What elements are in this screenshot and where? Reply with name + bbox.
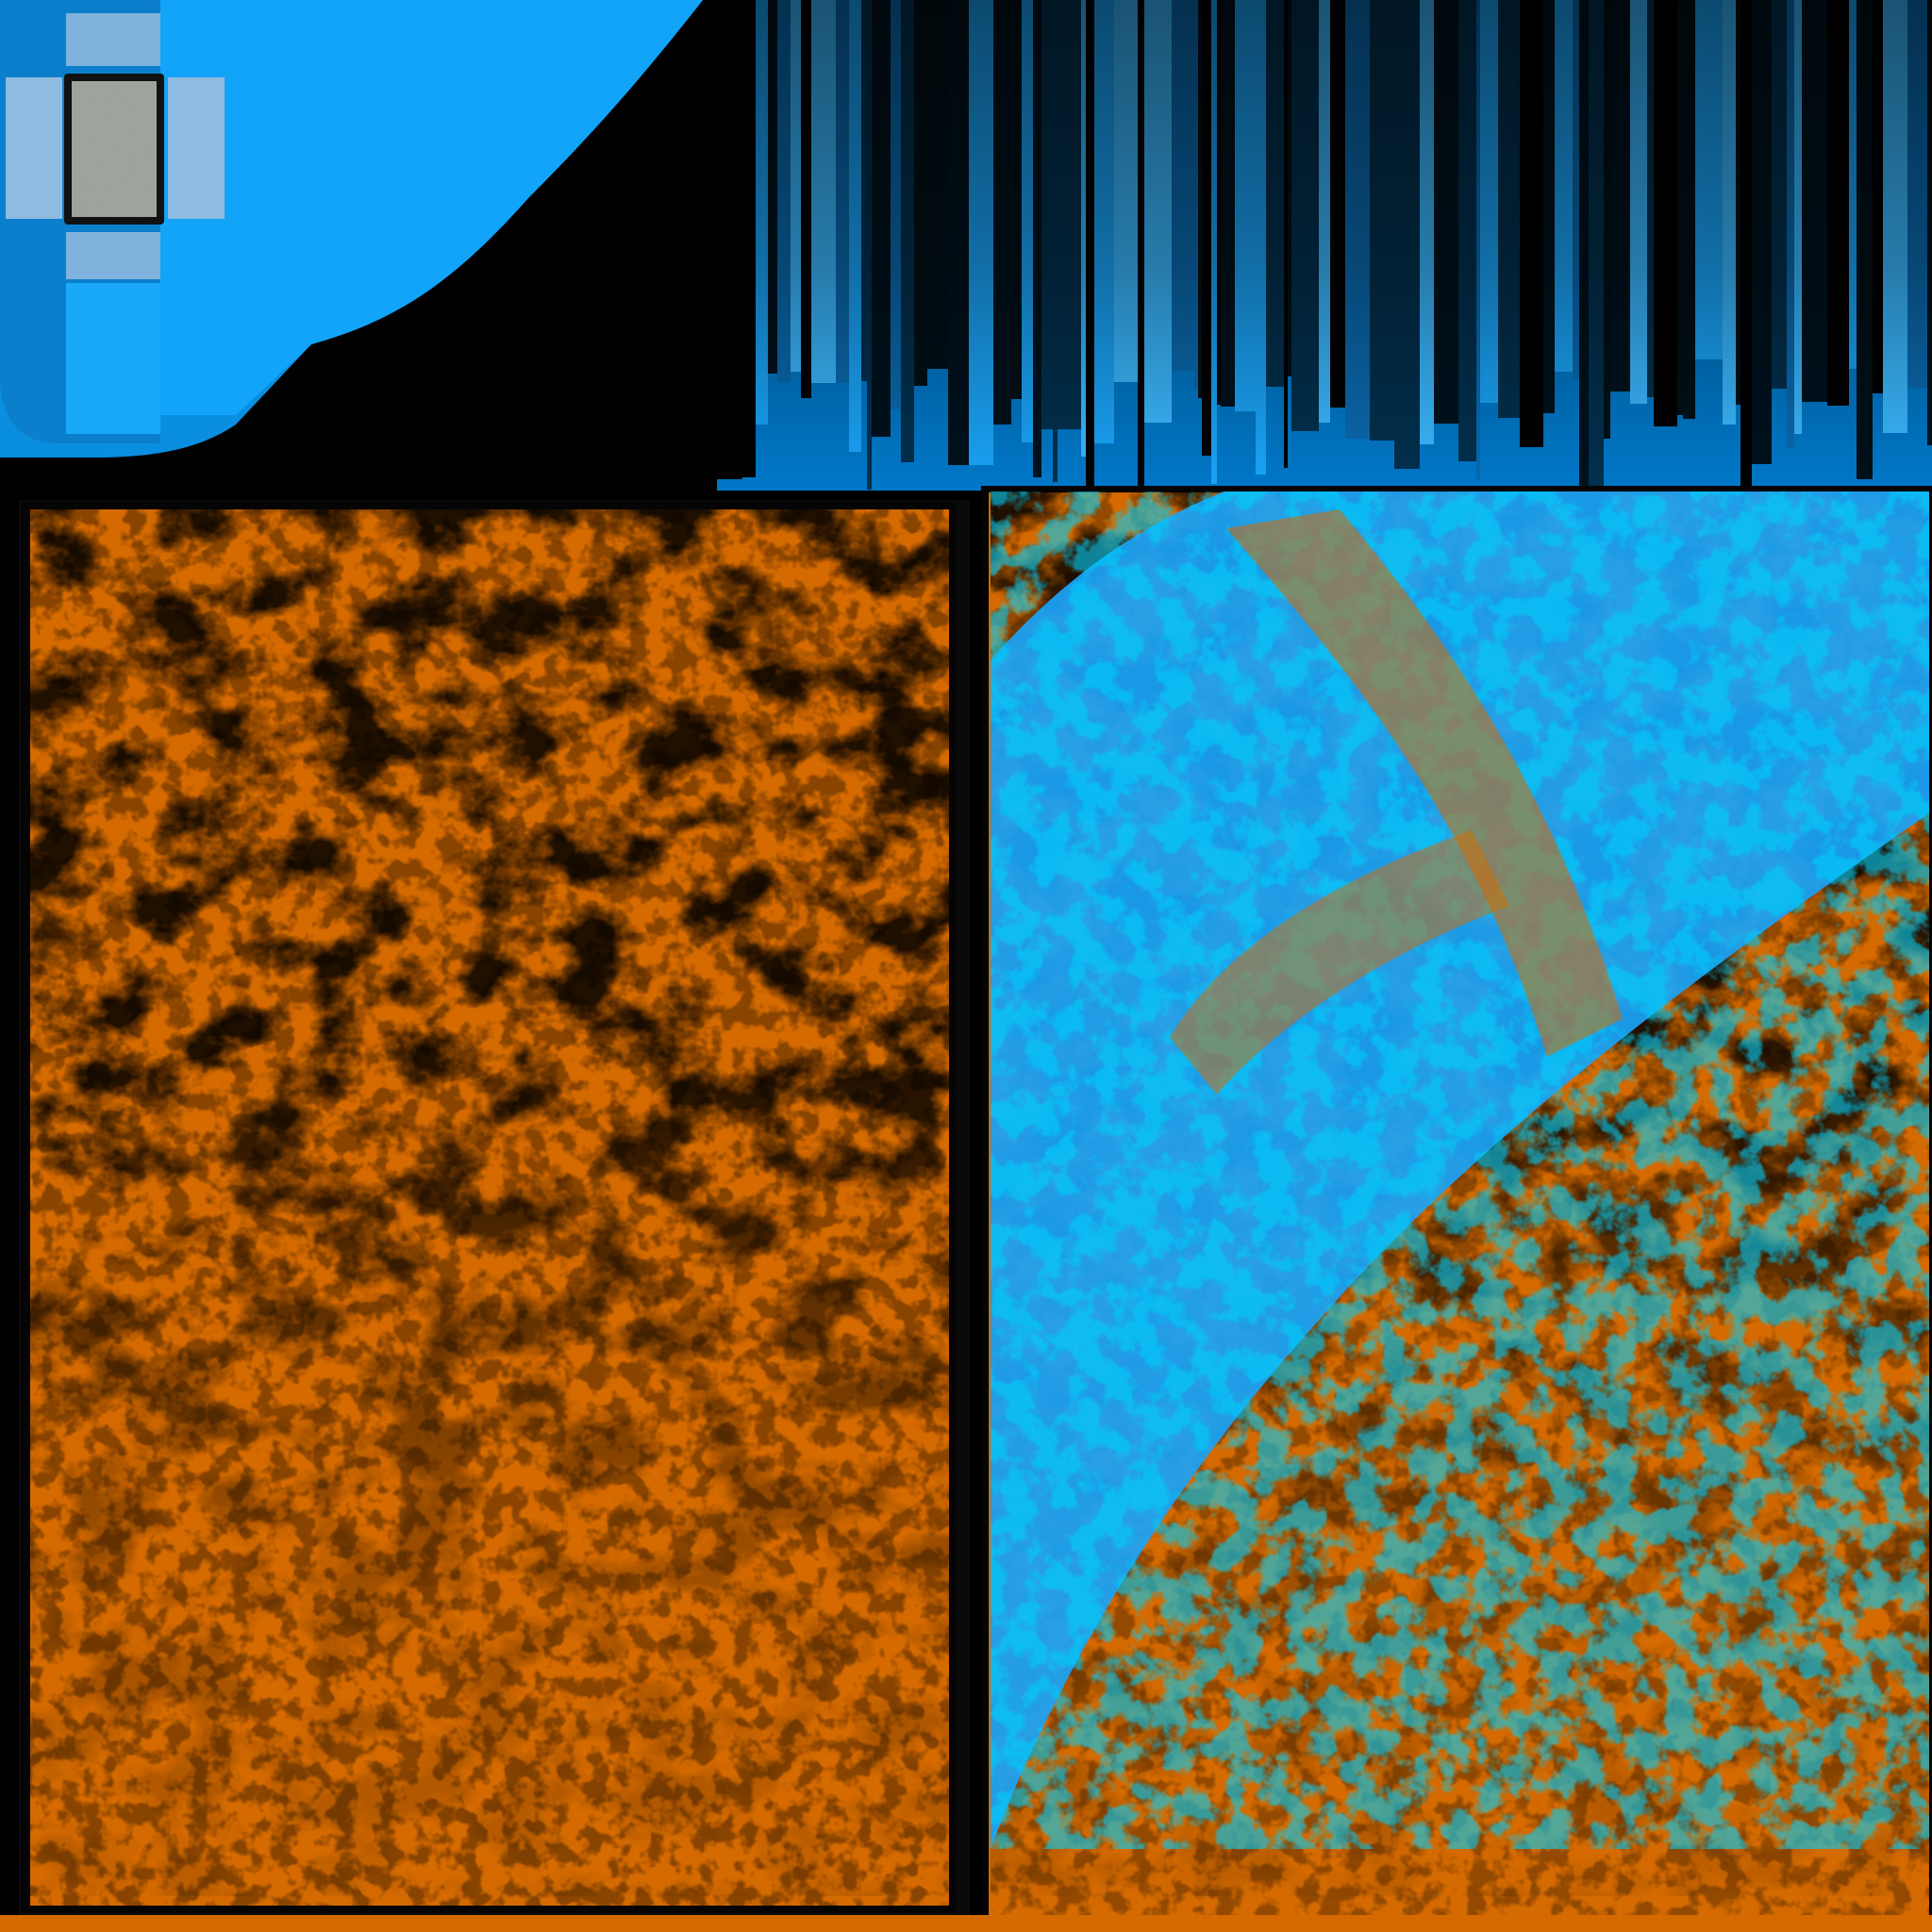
- blue-corner-trim: [0, 0, 703, 458]
- blue-paint-overlay: [991, 491, 1932, 1849]
- cross-arm-bottom: [66, 232, 160, 279]
- blue-vertical-streaks: [717, 0, 1932, 491]
- cross-arm-right: [168, 77, 225, 219]
- cross-arm-top: [66, 13, 160, 66]
- rusted-panel-plain: [8, 491, 979, 1932]
- left-panel-frame: [21, 502, 957, 1913]
- bottom-strip: [0, 1915, 1932, 1932]
- rusted-panel-blue-paint: [981, 486, 1932, 1932]
- right-panel-frame: [982, 486, 1932, 1932]
- cross-arm-left: [6, 77, 62, 219]
